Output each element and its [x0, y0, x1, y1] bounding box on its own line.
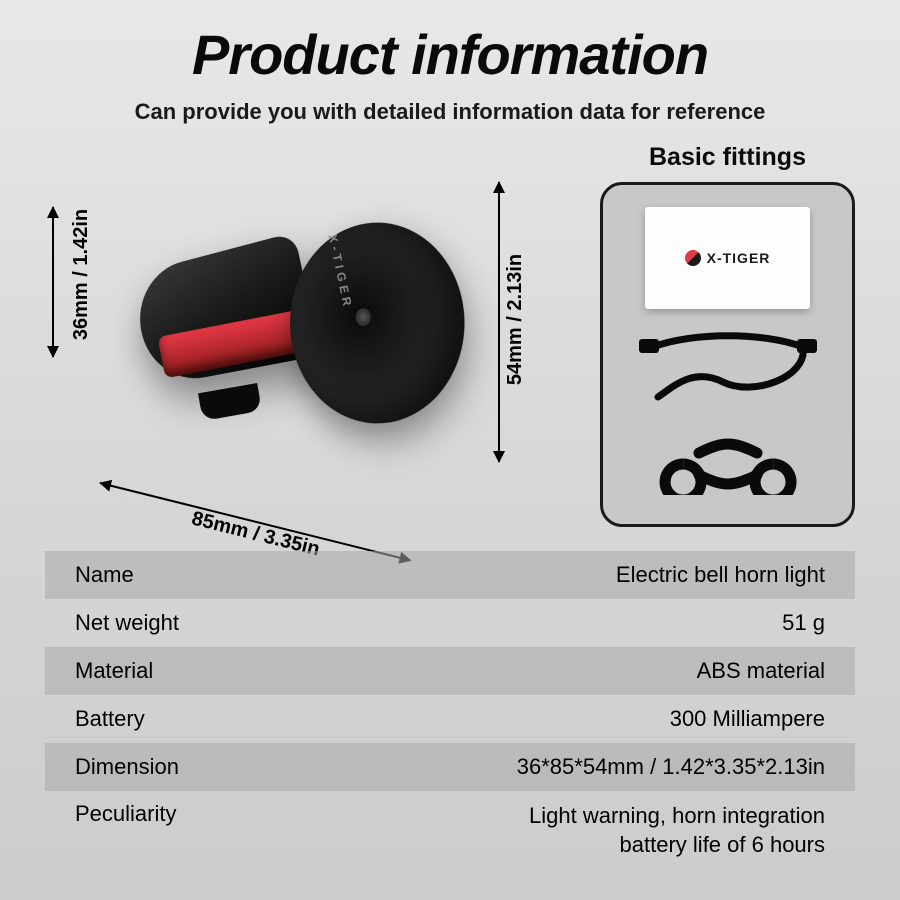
fittings-panel: Basic fittings X-TIGER — [600, 143, 855, 527]
spec-key: Net weight — [75, 610, 295, 636]
table-row: Dimension 36*85*54mm / 1.42*3.35*2.13in — [45, 743, 855, 791]
table-row: Peculiarity Light warning, horn integrat… — [45, 791, 855, 870]
dimension-label: 54mm / 2.13in — [504, 254, 527, 385]
spec-key: Peculiarity — [75, 801, 295, 827]
product-image: X-TIGER — [130, 213, 470, 493]
spec-key: Name — [75, 562, 295, 588]
horn-cone-shape — [281, 201, 478, 428]
table-row: Battery 300 Milliampere — [45, 695, 855, 743]
spec-key: Dimension — [75, 754, 295, 780]
dimension-label: 36mm / 1.42in — [70, 209, 93, 340]
table-row: Name Electric bell horn light — [45, 551, 855, 599]
fittings-box: X-TIGER — [600, 182, 855, 527]
mount-strap-icon — [653, 433, 803, 495]
table-row: Net weight 51 g — [45, 599, 855, 647]
fittings-title: Basic fittings — [600, 143, 855, 172]
spec-val: ABS material — [295, 658, 825, 684]
spec-val: Light warning, horn integration battery … — [295, 801, 825, 860]
usb-cable-icon — [633, 327, 823, 415]
manual-card-icon: X-TIGER — [645, 207, 810, 309]
arrow-vertical-icon — [498, 182, 500, 462]
spec-val: 36*85*54mm / 1.42*3.35*2.13in — [295, 754, 825, 780]
spec-val: Electric bell horn light — [295, 562, 825, 588]
arrow-vertical-icon — [52, 207, 54, 357]
table-row: Material ABS material — [45, 647, 855, 695]
page-title: Product information — [0, 0, 900, 87]
spec-key: Material — [75, 658, 295, 684]
spec-table: Name Electric bell horn light Net weight… — [45, 551, 855, 870]
spec-val: 300 Milliampere — [295, 706, 825, 732]
page-subtitle: Can provide you with detailed informatio… — [0, 99, 900, 125]
spec-val: 51 g — [295, 610, 825, 636]
product-area: 36mm / 1.42in X-TIGER 85mm / 3.35in 54mm… — [0, 143, 900, 563]
spec-key: Battery — [75, 706, 295, 732]
horn-mount-clip — [198, 383, 262, 421]
